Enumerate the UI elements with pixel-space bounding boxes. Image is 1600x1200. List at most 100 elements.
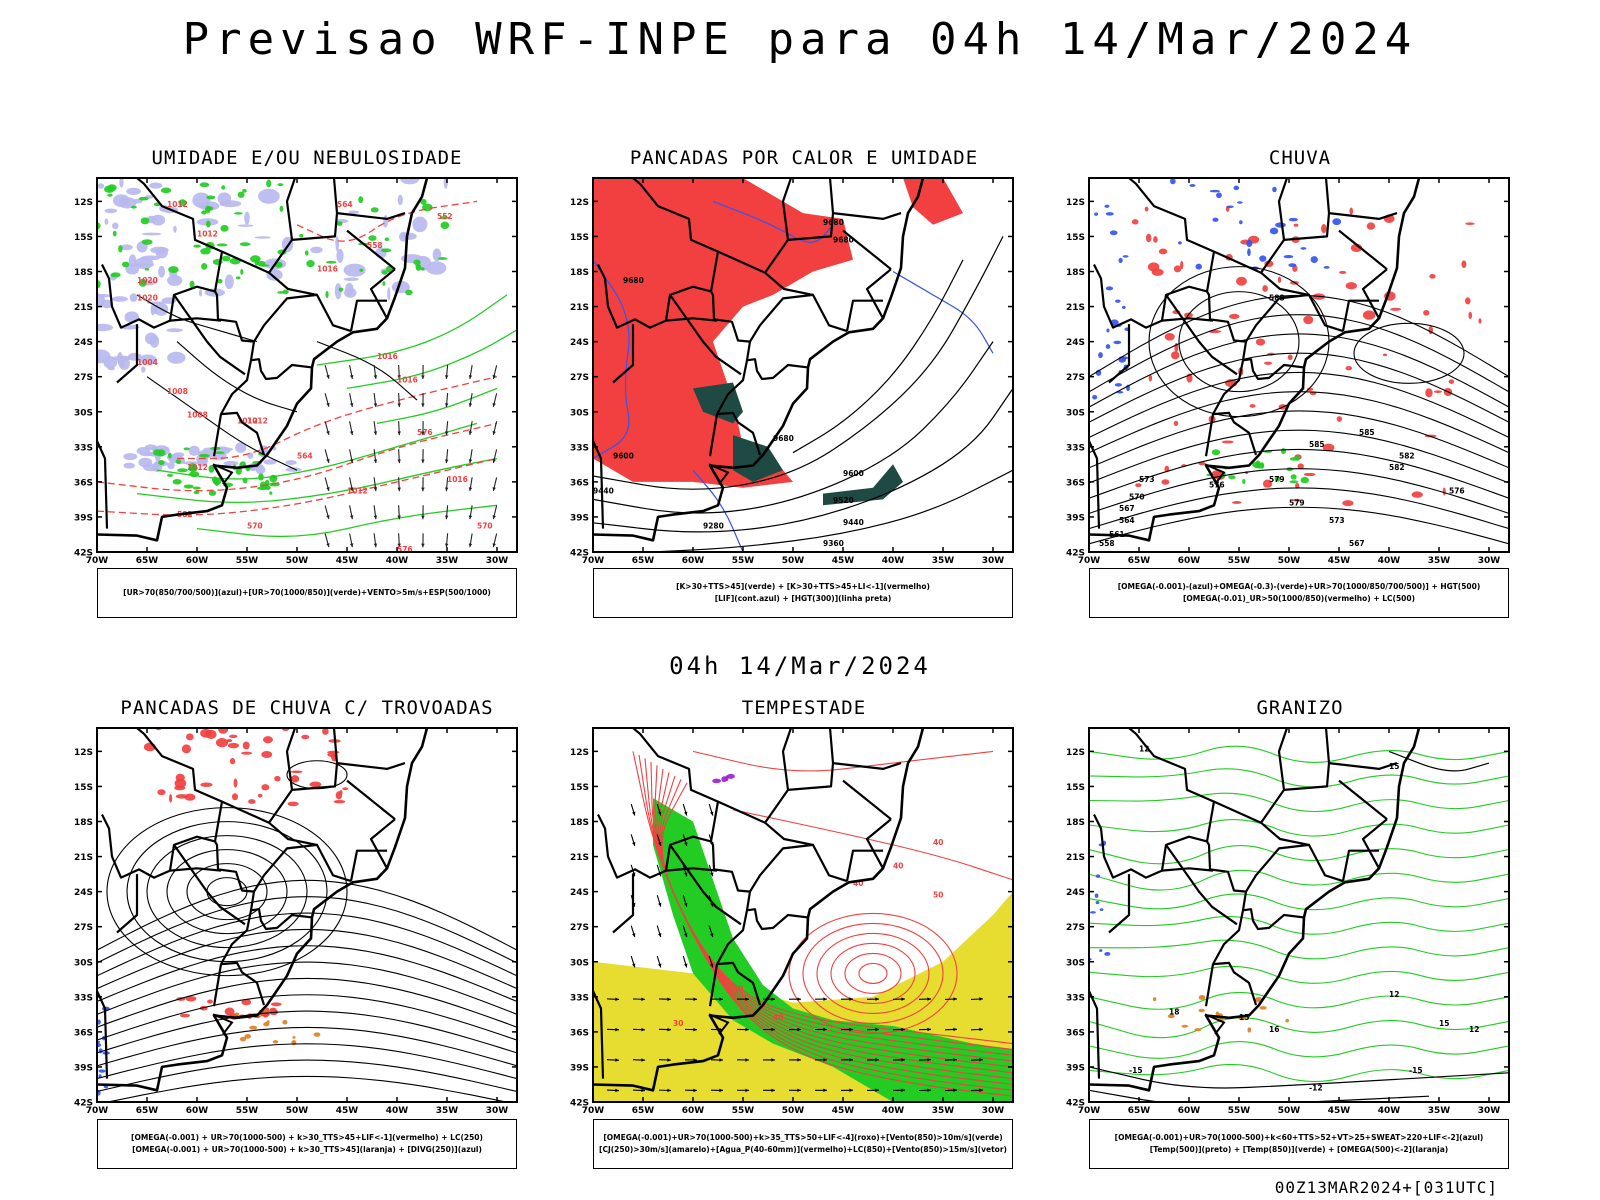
arrow-head bbox=[797, 1088, 801, 1093]
streamline bbox=[97, 879, 517, 951]
arrow-head bbox=[658, 902, 662, 907]
border-line bbox=[1361, 268, 1388, 319]
arrow-head bbox=[326, 515, 330, 520]
border-line bbox=[763, 728, 835, 846]
border-line bbox=[865, 818, 892, 869]
lon-label: 40W bbox=[882, 1106, 905, 1116]
rain-area-red bbox=[1277, 276, 1282, 283]
rain-area-red bbox=[1232, 501, 1242, 504]
storm-area-red bbox=[157, 789, 166, 796]
border-line bbox=[781, 728, 793, 791]
contour-label: 1012 bbox=[167, 200, 188, 209]
wind-vector bbox=[468, 505, 473, 520]
arrow-head bbox=[444, 375, 449, 379]
wind-vector bbox=[658, 1027, 672, 1032]
humidity-upper-area bbox=[144, 332, 158, 345]
lat-label: 36S bbox=[570, 478, 589, 488]
storm-area-orange bbox=[266, 1020, 270, 1024]
humidity-upper-area bbox=[136, 446, 151, 455]
arrow-head bbox=[875, 997, 879, 1001]
arrow-head bbox=[658, 811, 662, 816]
wind-vector bbox=[708, 955, 714, 968]
lon-label: 55W bbox=[1228, 556, 1251, 566]
arrow-head bbox=[373, 375, 378, 379]
arrow-head bbox=[349, 403, 354, 407]
arrow-head bbox=[492, 487, 496, 492]
jet-streamline bbox=[186, 863, 268, 921]
humidity-upper-area bbox=[138, 354, 157, 365]
wind-vector bbox=[762, 1088, 776, 1093]
lat-label: 15S bbox=[1066, 783, 1085, 793]
border-line bbox=[220, 358, 312, 415]
contour-label: 570 bbox=[1129, 492, 1145, 501]
humidity-low-area bbox=[140, 217, 150, 225]
wind-vector bbox=[492, 393, 498, 407]
arrow-head bbox=[397, 403, 401, 408]
humidity-low-area bbox=[131, 205, 137, 209]
wind-vector bbox=[656, 955, 662, 968]
rain-area-red bbox=[1342, 500, 1354, 507]
rain-area-red bbox=[1262, 285, 1268, 292]
contour-label: 567 bbox=[1119, 504, 1135, 513]
arrow-head bbox=[745, 997, 749, 1001]
arrow-head bbox=[349, 459, 354, 464]
humidity-upper-area bbox=[188, 445, 200, 456]
wind-vector bbox=[682, 895, 688, 907]
lat-label: 39S bbox=[570, 513, 589, 523]
temp850-contour bbox=[1089, 965, 1509, 984]
border-line bbox=[220, 961, 266, 1006]
arrow-head bbox=[397, 375, 401, 380]
contour-label: 12 bbox=[1469, 1025, 1479, 1034]
wind-vector bbox=[682, 925, 688, 938]
humidity-upper-area bbox=[217, 192, 232, 205]
streamline bbox=[97, 1059, 517, 1093]
border-line bbox=[220, 908, 312, 965]
wind-vector bbox=[397, 477, 401, 492]
border-line bbox=[1161, 867, 1214, 872]
lat-label: 30S bbox=[74, 408, 93, 418]
wind-vector bbox=[814, 1058, 828, 1062]
wind-vector bbox=[814, 997, 828, 1001]
coastline bbox=[1089, 178, 1421, 542]
rain-area-blue bbox=[1113, 340, 1122, 345]
arrow-head bbox=[927, 1027, 931, 1032]
legend-line: [OMEGA(-0.01)_UR>50(1000/850)(vermelho) … bbox=[1182, 594, 1416, 603]
border-line bbox=[1161, 317, 1214, 322]
water-contour bbox=[732, 809, 1013, 881]
wind-vector bbox=[349, 449, 354, 464]
rain-area-red bbox=[1145, 233, 1152, 243]
streamline bbox=[97, 945, 517, 1003]
wind-vector bbox=[373, 477, 378, 492]
wind-vector bbox=[970, 1058, 984, 1062]
border-line bbox=[1204, 963, 1215, 1007]
rain-area-red bbox=[1293, 223, 1299, 227]
contour-label: 576 bbox=[417, 428, 433, 437]
legend-pancadas-trovoadas: [OMEGA(-0.001) + UR>70(1000-500) + k>30_… bbox=[97, 1119, 517, 1169]
lon-label: 30W bbox=[982, 556, 1005, 566]
border-line bbox=[1328, 762, 1398, 770]
wind-vector bbox=[421, 477, 425, 492]
storm-area-red bbox=[242, 741, 250, 750]
lon-label: 35W bbox=[932, 1106, 955, 1116]
humidity-low-area bbox=[336, 221, 343, 226]
wind-vector bbox=[736, 1027, 750, 1032]
contour-label: 9680 bbox=[833, 235, 854, 244]
border-line bbox=[1277, 178, 1289, 241]
arrow-head bbox=[953, 1058, 957, 1062]
border-line bbox=[346, 229, 396, 271]
legend-line: [OMEGA(-0.001) + UR>70(1000-500) + k>30_… bbox=[131, 1133, 483, 1142]
rain-area-blue bbox=[1288, 217, 1299, 222]
rain-area-red bbox=[1228, 313, 1240, 319]
arrow-head bbox=[953, 1027, 957, 1032]
rain-area-red bbox=[1164, 332, 1175, 341]
rain-area-red bbox=[1131, 219, 1139, 225]
lon-label: 55W bbox=[1228, 1106, 1251, 1116]
humidity-low-area bbox=[235, 276, 241, 280]
lon-label: 60W bbox=[186, 556, 209, 566]
arrow-head bbox=[684, 933, 688, 938]
map-frame bbox=[1088, 727, 1510, 1103]
wind-vector bbox=[606, 1058, 620, 1062]
